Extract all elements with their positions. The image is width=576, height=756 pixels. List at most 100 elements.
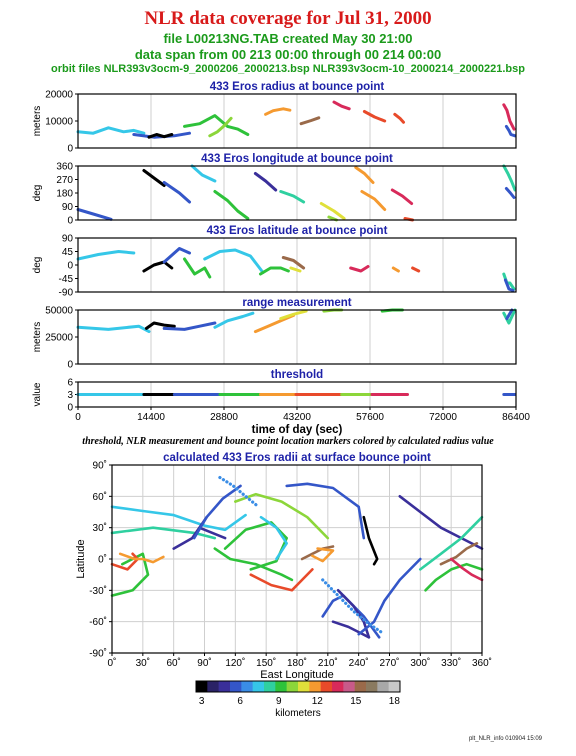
panel-frame xyxy=(77,237,517,293)
series-line xyxy=(504,187,516,199)
panel-title: 433 Eros radius at bounce point xyxy=(210,81,385,93)
series-line xyxy=(360,190,387,211)
map-x-tick-label: 90˚ xyxy=(197,657,211,669)
colorbar-tick-label: 15 xyxy=(350,696,362,707)
series-line xyxy=(279,190,306,204)
colorbar-label: kilometers xyxy=(275,708,321,719)
map-y-tick-label: 60˚ xyxy=(93,491,107,503)
map-x-tick-label: 300˚ xyxy=(410,657,430,669)
colorbar-tick-label: 12 xyxy=(312,696,324,707)
series-line xyxy=(281,256,306,270)
series-line xyxy=(393,112,405,124)
y-axis-label: deg xyxy=(32,257,43,274)
series-line xyxy=(279,309,308,321)
series-line xyxy=(253,172,278,192)
map-track xyxy=(110,526,217,540)
colorbar-cell xyxy=(207,681,219,692)
series-line xyxy=(349,265,370,273)
map-x-tick-label: 180˚ xyxy=(287,657,307,669)
series-line xyxy=(142,260,174,273)
colorbar-cell xyxy=(264,681,276,692)
series-line xyxy=(503,278,515,292)
y-axis-label: meters xyxy=(32,322,43,353)
colorbar-cell xyxy=(388,681,401,692)
colorbar-cell xyxy=(377,681,389,692)
y-tick-label: 45 xyxy=(62,247,74,258)
colorbar-tick-label: 18 xyxy=(389,696,401,707)
panel-title: 433 Eros longitude at bounce point xyxy=(201,153,393,165)
map-y-tick-label: -60˚ xyxy=(89,616,107,628)
map-track xyxy=(418,515,484,571)
y-tick-label: 0 xyxy=(67,360,73,371)
x-tick-label: 72000 xyxy=(429,412,457,423)
map-track xyxy=(398,494,484,550)
colorbar-cell xyxy=(230,681,242,692)
y-tick-label: 3 xyxy=(67,390,73,401)
colorbar-tick-label: 9 xyxy=(276,696,282,707)
colorbar-cell xyxy=(275,681,287,692)
map-y-tick-label: 90˚ xyxy=(93,460,107,472)
colorbar-cell xyxy=(218,681,231,692)
series-line xyxy=(502,164,517,192)
x-tick-label: 43200 xyxy=(283,412,311,423)
series-line xyxy=(390,188,414,205)
series-line xyxy=(354,166,375,184)
y-tick-label: -90 xyxy=(59,288,74,299)
series-line xyxy=(213,190,250,220)
colorbar-cell xyxy=(320,681,333,692)
colorbar-frame xyxy=(195,680,401,693)
y-axis-label: deg xyxy=(32,185,43,202)
map-x-tick-label: 270˚ xyxy=(379,657,399,669)
series-line xyxy=(144,321,176,330)
y-tick-label: 0 xyxy=(67,403,73,414)
series-line xyxy=(411,266,421,273)
y-tick-label: 270 xyxy=(56,175,73,186)
map-y-axis-label: Latitude xyxy=(75,539,87,578)
colorbar-cell xyxy=(354,681,367,692)
series-line xyxy=(76,208,113,221)
map-x-axis-label: East Longitude xyxy=(260,669,333,681)
x-tick-label: 86400 xyxy=(502,412,530,423)
y-tick-label: -45 xyxy=(59,274,74,285)
series-line xyxy=(76,324,151,334)
series-line xyxy=(183,257,212,279)
map-track xyxy=(321,578,383,634)
page-title: NLR data coverage for Jul 31, 2000 xyxy=(144,8,432,29)
series-line xyxy=(391,266,400,273)
series-line xyxy=(505,308,514,321)
map-track xyxy=(449,557,484,582)
series-line xyxy=(213,311,255,329)
x-tick-label: 57600 xyxy=(356,412,384,423)
map-track xyxy=(192,484,242,540)
series-line xyxy=(289,266,302,273)
series-line xyxy=(502,103,516,131)
map-x-tick-label: 360˚ xyxy=(472,657,492,669)
colorbar-cell xyxy=(343,681,355,692)
map-track xyxy=(118,552,165,564)
series-line xyxy=(502,308,517,325)
x-tick-label: 14400 xyxy=(137,412,165,423)
series-line xyxy=(190,164,217,183)
y-tick-label: 6 xyxy=(67,378,73,389)
map-track xyxy=(110,552,139,571)
series-line xyxy=(208,116,233,138)
series-line xyxy=(504,124,517,138)
map-track xyxy=(362,515,379,566)
series-line xyxy=(264,107,292,116)
series-line xyxy=(502,272,516,291)
colorbar-cell xyxy=(252,681,265,692)
y-tick-label: 360 xyxy=(56,162,73,173)
map-track xyxy=(218,475,258,507)
colorbar-cell xyxy=(298,681,310,692)
map-y-tick-label: 30˚ xyxy=(93,522,107,534)
map-track xyxy=(331,620,371,639)
series-line xyxy=(76,126,146,135)
panel-title: threshold xyxy=(271,369,323,381)
map-title: calculated 433 Eros radii at surface bou… xyxy=(163,452,431,464)
y-tick-label: 50000 xyxy=(45,306,73,317)
map-track xyxy=(300,545,335,561)
map-y-tick-label: 0˚ xyxy=(98,554,107,566)
series-line xyxy=(162,181,191,204)
map-track xyxy=(110,505,247,532)
series-line xyxy=(162,321,217,331)
